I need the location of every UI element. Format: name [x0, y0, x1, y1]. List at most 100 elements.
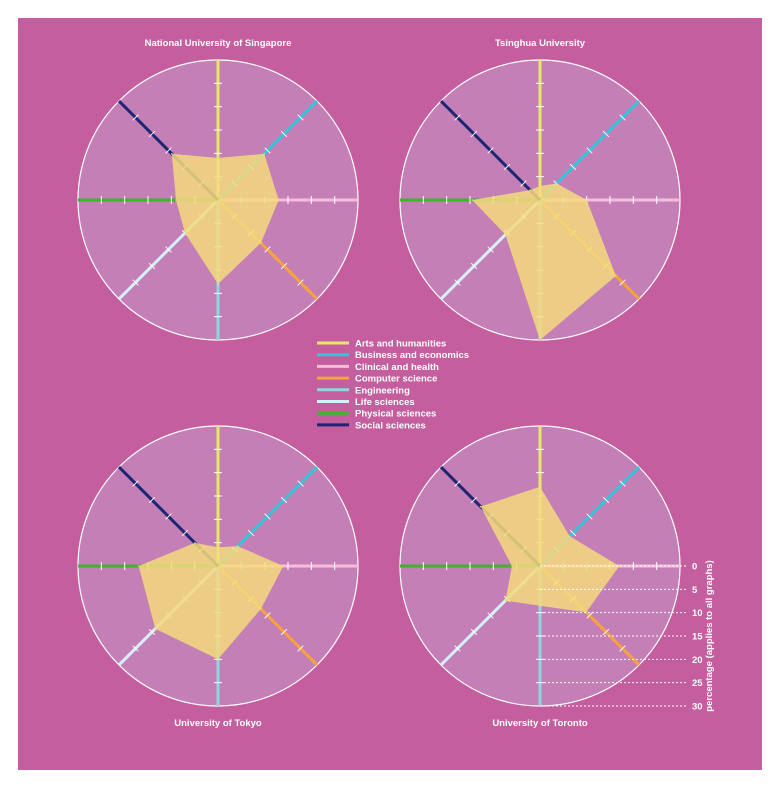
data-point-business-and-economics [236, 545, 239, 548]
data-polygon [480, 486, 620, 613]
data-point-business-and-economics [263, 153, 265, 155]
axis-tick [132, 279, 139, 286]
axis-tick [297, 645, 304, 652]
axis-tick [148, 262, 156, 270]
scale-tick-label: 10 [692, 608, 703, 619]
legend-label-engineering: Engineering [355, 385, 410, 396]
axis-tick [148, 130, 156, 138]
axis-tick [132, 645, 139, 652]
data-point-physical-sciences [137, 565, 140, 567]
radar-university-of-tokyo [77, 425, 359, 707]
axis-tick [280, 130, 288, 138]
legend-label-business-and-economics: Business and economics [355, 350, 469, 361]
data-point-social-sciences [529, 189, 531, 191]
scale-tick-label: 25 [692, 678, 703, 689]
radar-tsinghua-university [399, 59, 681, 341]
axis-tick [165, 246, 172, 253]
axis-tick [586, 612, 593, 619]
radar-national-university-of-singapore [77, 59, 359, 341]
scale-label: percentage (applies to all graphs) [704, 560, 715, 712]
axis-tick [181, 529, 189, 537]
data-point-physical-sciences [175, 199, 177, 201]
data-point-social-sciences [194, 542, 196, 544]
legend-label-clinical-and-health: Clinical and health [355, 362, 439, 373]
axis-tick [602, 628, 610, 636]
axis-tick [264, 246, 271, 253]
axis-tick [454, 480, 461, 487]
data-point-engineering [539, 604, 541, 607]
data-point-clinical-and-health [277, 199, 280, 201]
chart-title-tokyo: University of Tokyo [174, 718, 262, 729]
scale-tick-label: 5 [692, 585, 698, 596]
axis-tick [165, 513, 172, 520]
data-point-clinical-and-health [618, 565, 621, 567]
data-point-arts-and-humanities [217, 157, 219, 159]
data-point-clinical-and-health [585, 199, 588, 201]
axis-tick [503, 163, 511, 171]
axis-tick [487, 246, 494, 253]
axis-tick [148, 628, 156, 636]
axis-tick [470, 628, 478, 636]
axis-tick [602, 496, 610, 504]
axis-tick [619, 645, 626, 652]
axis-tick [280, 262, 288, 270]
data-point-social-sciences [171, 153, 173, 155]
data-point-computer-science [615, 275, 617, 277]
data-polygon [472, 183, 616, 340]
axis-tick [454, 279, 461, 286]
axis-tick [132, 480, 139, 487]
data-point-life-sciences [154, 627, 157, 630]
axis-tick [569, 529, 577, 537]
axis-tick [454, 645, 461, 652]
data-point-physical-sciences [511, 565, 513, 567]
data-polygon [171, 153, 279, 284]
data-point-business-and-economics [555, 182, 558, 185]
chart-title-toronto: University of Toronto [492, 718, 588, 729]
scale-tick-label: 20 [692, 655, 703, 666]
data-point-computer-science [260, 242, 262, 244]
data-point-life-sciences [504, 233, 507, 236]
legend-label-arts-and-humanities: Arts and humanities [355, 339, 446, 350]
data-polygon [138, 542, 284, 660]
scale-tick-label: 15 [692, 632, 703, 643]
axis-tick [280, 496, 288, 504]
axis-tick [280, 628, 288, 636]
data-point-arts-and-humanities [217, 546, 219, 549]
scale-tick-label: 0 [692, 562, 697, 573]
chart-title-tsinghua: Tsinghua University [495, 38, 586, 49]
data-point-life-sciences [184, 232, 186, 234]
axis-tick [470, 262, 478, 270]
legend-label-social-sciences: Social sciences [355, 420, 426, 431]
percentage-scale: 0 5 10 15 20 25 30 [540, 562, 703, 713]
axis-tick [264, 147, 271, 154]
data-point-arts-and-humanities [539, 485, 541, 488]
data-point-arts-and-humanities [539, 185, 541, 187]
data-point-computer-science [260, 608, 262, 610]
data-point-life-sciences [504, 599, 507, 602]
axis-tick [297, 114, 304, 121]
axis-tick [487, 147, 494, 154]
data-point-engineering [539, 339, 541, 341]
axis-tick [132, 114, 139, 121]
axis-tick [619, 114, 626, 121]
axis-tick [602, 130, 610, 138]
data-point-social-sciences [479, 505, 482, 508]
axis-tick [487, 612, 494, 619]
axis-tick [264, 513, 271, 520]
axis-tick [454, 114, 461, 121]
axis-tick [470, 496, 478, 504]
axis-tick [148, 496, 156, 504]
axis-tick [586, 147, 593, 154]
data-point-business-and-economics [568, 535, 571, 538]
legend-label-life-sciences: Life sciences [355, 397, 415, 408]
axis-tick [247, 529, 255, 537]
axis-tick [619, 480, 626, 487]
axis-tick [520, 180, 527, 187]
axis-tick [165, 147, 172, 154]
legend-label-physical-sciences: Physical sciences [355, 409, 436, 420]
axis-tick [297, 480, 304, 487]
data-point-clinical-and-health [282, 565, 285, 567]
axis-tick [470, 130, 478, 138]
axis-tick [586, 513, 593, 520]
